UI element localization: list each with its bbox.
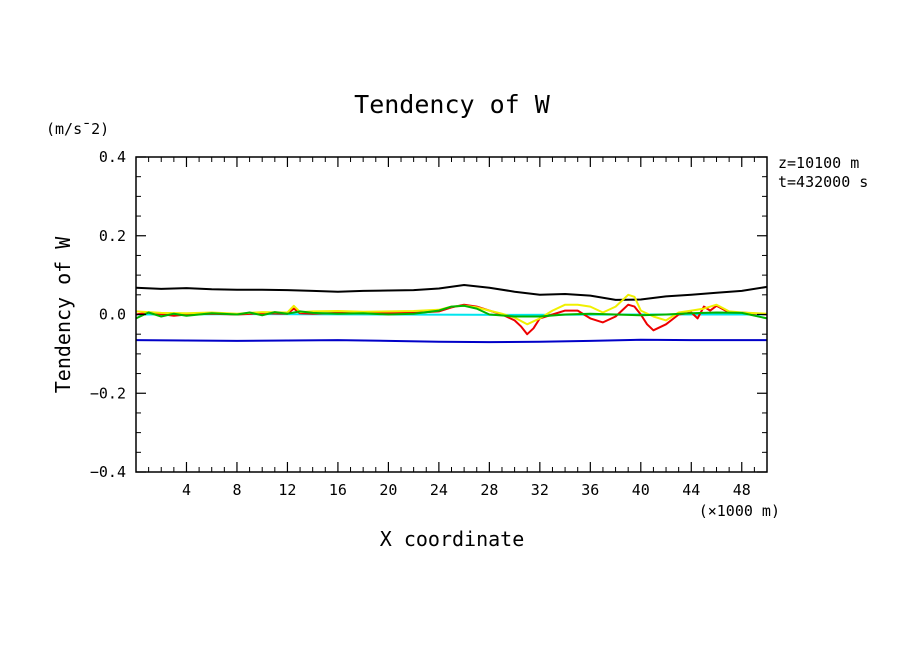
x-tick-label: 28 bbox=[480, 481, 498, 499]
x-tick-label: 20 bbox=[379, 481, 397, 499]
series-line-yellow bbox=[135, 293, 768, 326]
annotation-z: z=10100 m bbox=[778, 154, 859, 172]
chart-title: Tendency of W bbox=[354, 90, 551, 119]
x-tick-label: 44 bbox=[682, 481, 700, 499]
x-axis-label: X coordinate bbox=[380, 527, 525, 551]
x-tick-label: 16 bbox=[329, 481, 347, 499]
y-tick-label: 0.2 bbox=[99, 227, 126, 245]
series-line-green bbox=[135, 304, 768, 320]
y-tick-label: 0.0 bbox=[99, 306, 126, 324]
series-line-blue bbox=[135, 338, 767, 344]
y-tick-label: −0.2 bbox=[90, 384, 126, 402]
y-unit-label: (m/s¯2) bbox=[46, 120, 109, 138]
x-tick-label: 48 bbox=[733, 481, 751, 499]
annotation-t: t=432000 s bbox=[778, 173, 868, 191]
y-tick-label: 0.4 bbox=[99, 148, 126, 166]
series-layer bbox=[135, 284, 768, 344]
y-tick-label: −0.4 bbox=[90, 463, 126, 481]
series-line-black bbox=[135, 284, 768, 301]
y-axis-label: Tendency of W bbox=[51, 236, 75, 393]
x-tick-label: 40 bbox=[632, 481, 650, 499]
plot-frame bbox=[135, 156, 768, 473]
x-tick-label: 12 bbox=[278, 481, 296, 499]
x-tick-label: 8 bbox=[232, 481, 241, 499]
x-tick-label: 24 bbox=[430, 481, 448, 499]
x-unit-label: (×1000 m) bbox=[699, 502, 780, 520]
x-tick-label: 36 bbox=[581, 481, 599, 499]
x-tick-label: 4 bbox=[182, 481, 191, 499]
x-tick-label: 32 bbox=[531, 481, 549, 499]
